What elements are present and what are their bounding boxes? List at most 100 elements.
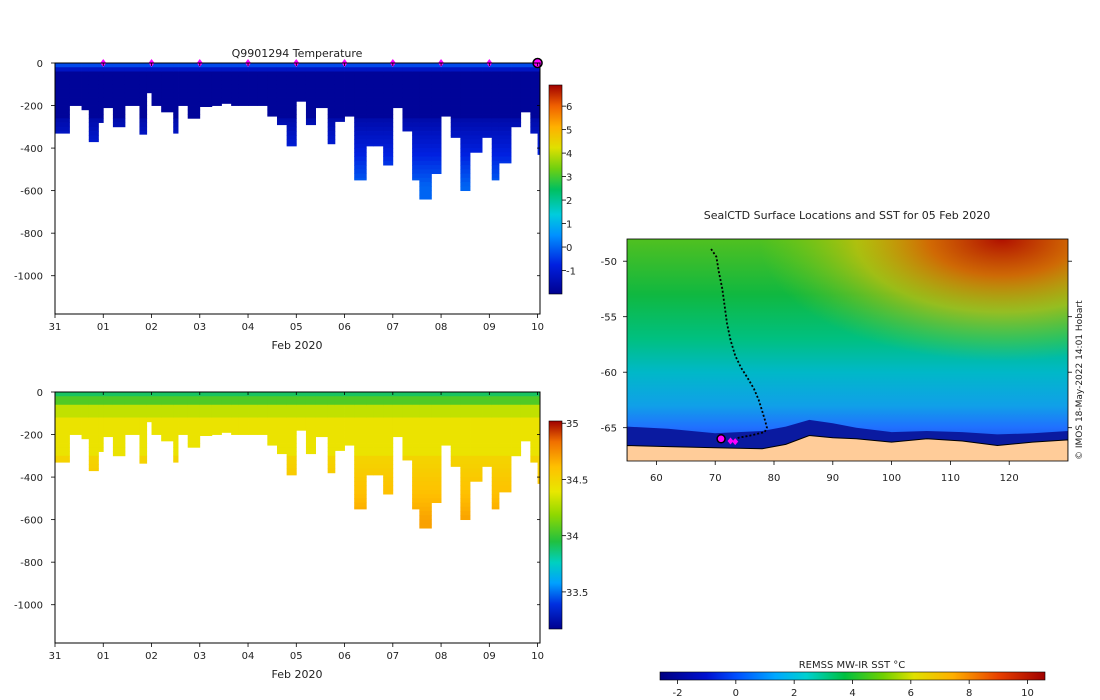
profile-column (334, 63, 345, 122)
profile-column (327, 392, 336, 474)
profile-cell (124, 392, 140, 397)
profile-cell (366, 67, 374, 72)
profile-cell (450, 122, 461, 128)
profile-cell (412, 481, 420, 486)
profile-cell (392, 80, 403, 85)
profile-cell (354, 118, 367, 123)
x-tick-label: 02 (145, 651, 158, 662)
profile-cell (441, 88, 452, 94)
profile-cell (392, 92, 403, 98)
profile-cell (498, 438, 512, 444)
profile-cell (139, 80, 148, 85)
profile-cell (124, 413, 140, 418)
profile-cell (103, 84, 114, 89)
profile-cell (530, 122, 538, 128)
profile-cell (231, 67, 239, 72)
profile-column (112, 392, 126, 457)
profile-cell (248, 426, 259, 431)
profile-cell (431, 426, 442, 431)
profile-cell (511, 92, 522, 98)
profile-cell (431, 101, 442, 106)
profile-cell (491, 126, 500, 132)
profile-cell (98, 75, 104, 81)
profile-cell (482, 413, 493, 418)
profile-cell (366, 443, 374, 448)
profile-cell (419, 430, 432, 435)
map-x-tick-label: 70 (709, 473, 722, 484)
profile-cell (366, 75, 374, 81)
profile-cell (482, 92, 493, 98)
profile-cell (511, 392, 522, 397)
profile-cell (296, 75, 307, 81)
profile-cell (366, 63, 374, 68)
profile-cell (498, 122, 512, 128)
profile-cell (211, 396, 222, 401)
profile-cell (305, 404, 316, 410)
profile-cell (373, 409, 384, 414)
profile-cell (491, 97, 500, 102)
profile-column (431, 63, 442, 175)
profile-cell (161, 71, 174, 77)
profile-cell (257, 88, 268, 94)
profile-column (383, 63, 394, 166)
profile-cell (441, 101, 452, 106)
profile-cell (366, 396, 374, 401)
profile-cell (537, 404, 541, 410)
profile-cell (366, 455, 374, 461)
profile-column (161, 63, 174, 113)
profile-cell (354, 105, 367, 111)
profile-cell (286, 443, 297, 448)
profile-cell (199, 400, 213, 406)
map-current-position (716, 434, 726, 444)
profile-cell (139, 109, 148, 115)
profile-cell (450, 404, 461, 410)
profile-cell (530, 392, 538, 397)
profile-cell (334, 97, 345, 102)
profile-cell (383, 118, 394, 123)
profile-cell (221, 67, 232, 72)
profile-cell (55, 396, 70, 401)
profile-cell (511, 75, 522, 81)
profile-cell (520, 88, 531, 94)
profile-cell (366, 460, 374, 465)
profile-cell (482, 417, 493, 423)
profile-cell (412, 114, 420, 119)
profile-cell (231, 404, 239, 410)
profile-cell (402, 92, 413, 98)
profile-cell (327, 430, 336, 435)
profile-cell (366, 417, 374, 423)
sst-map-panel: SealCTD Surface Locations and SST for 05… (601, 209, 1085, 484)
profile-cell (69, 92, 82, 98)
profile-cell (470, 477, 483, 482)
profile-cell (354, 468, 367, 474)
profile-cell (491, 438, 500, 444)
profile-cell (354, 160, 367, 166)
profile-cell (296, 413, 307, 418)
profile-cell (354, 506, 367, 510)
profile-cell (520, 71, 531, 77)
profile-cell (530, 447, 538, 452)
profile-cell (419, 468, 432, 474)
profile-cell (98, 71, 104, 77)
profile-cell (124, 426, 140, 431)
profile-cell (354, 392, 367, 397)
profile-cell (530, 88, 538, 94)
profile-cell (55, 421, 70, 427)
profile-cell (98, 404, 104, 410)
profile-cell (373, 71, 384, 77)
profile-cell (286, 88, 297, 94)
profile-cell (81, 97, 90, 102)
profile-cell (482, 109, 493, 115)
profile-cell (151, 75, 162, 81)
profile-cell (441, 67, 452, 72)
profile-cell (103, 101, 114, 106)
profile-cell (373, 139, 384, 145)
profile-cell (151, 101, 162, 106)
profile-cell (470, 105, 483, 111)
profile-cell (482, 443, 493, 448)
profile-cell (257, 404, 268, 410)
profile-cell (366, 392, 374, 397)
profile-cell (366, 135, 374, 140)
profile-cell (286, 114, 297, 119)
